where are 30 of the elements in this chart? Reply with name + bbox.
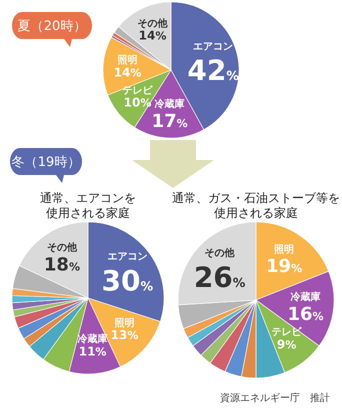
data-label: 9% (276, 337, 296, 352)
chart-title: 冬（19時） (12, 155, 80, 170)
slice-label: 照明 (274, 243, 294, 256)
data-label: 42% (187, 54, 240, 88)
slice-label: エアコン (193, 41, 234, 52)
slice-label: エアコン (107, 252, 148, 263)
chart-subtitle: 通常、エアコンを使用される家庭 (40, 191, 136, 220)
data-label: 16% (287, 304, 324, 325)
data-label: 18% (44, 254, 80, 276)
slice-label: その他 (46, 242, 78, 254)
slice-label: その他 (137, 17, 168, 30)
data-label: 26% (194, 260, 246, 294)
slice-label: 冷蔵庫 (290, 290, 321, 303)
slice-label: 冷蔵庫 (78, 333, 108, 346)
text: 資源エネルギー庁 推計 (220, 392, 330, 404)
data-label: 11% (78, 344, 106, 358)
data-label: 14% (138, 28, 166, 43)
slice-label: テレビ (272, 326, 303, 338)
slice-label: 冷蔵庫 (154, 98, 185, 110)
slice-label: その他 (204, 247, 236, 260)
data-label: 14% (114, 65, 142, 80)
data-label: 30% (102, 264, 154, 298)
slice-label: 照明 (114, 316, 134, 329)
text: 夏（20時） (18, 19, 86, 34)
chart-title: 通常、ガス・石油ストーブ等を使用される家庭 (172, 191, 340, 220)
data-label: 19% (266, 256, 302, 278)
slice-label: 照明 (118, 54, 138, 66)
data-label: 17% (152, 111, 188, 132)
slice-label: テレビ (122, 84, 154, 97)
data-label: 13% (110, 328, 138, 342)
